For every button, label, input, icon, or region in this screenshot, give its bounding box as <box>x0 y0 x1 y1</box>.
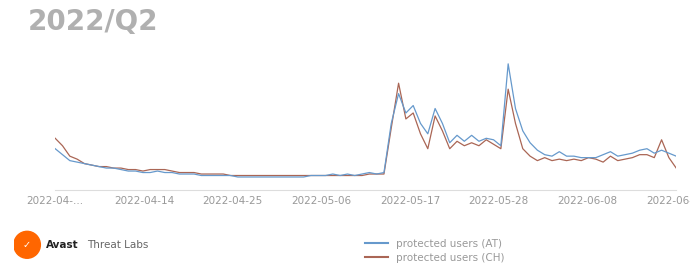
Text: ✓: ✓ <box>23 240 31 250</box>
Circle shape <box>14 231 40 258</box>
Legend: protected users (AT), protected users (CH): protected users (AT), protected users (C… <box>361 235 509 267</box>
Text: 2022/Q2: 2022/Q2 <box>28 8 158 36</box>
Text: Threat Labs: Threat Labs <box>88 240 149 250</box>
Text: Avast: Avast <box>46 240 79 250</box>
